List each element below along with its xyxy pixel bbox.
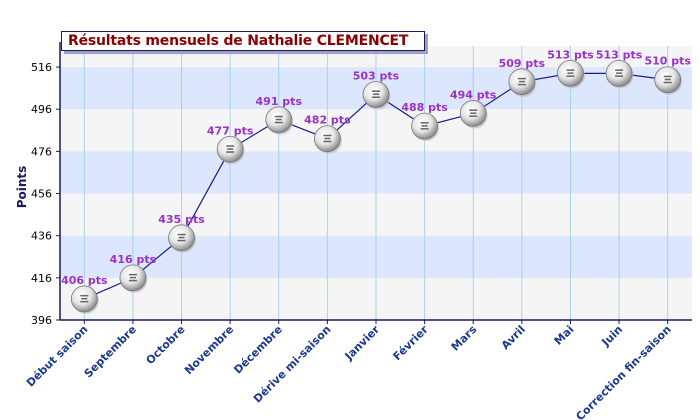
ball-stamp bbox=[469, 115, 478, 117]
ball-stamp bbox=[80, 300, 89, 303]
ping-pong-ball-icon bbox=[362, 81, 391, 110]
ping-pong-ball-icon bbox=[605, 60, 634, 89]
data-label: 435 pts bbox=[158, 213, 205, 226]
ball-stamp bbox=[517, 77, 526, 80]
ball-stamp bbox=[567, 72, 574, 74]
data-label: 509 pts bbox=[499, 57, 546, 70]
data-label: 482 pts bbox=[304, 114, 351, 127]
ball-stamp bbox=[566, 69, 575, 71]
ball-stamp bbox=[469, 109, 478, 111]
ping-pong-ball-icon bbox=[70, 285, 99, 314]
ball-stamp bbox=[470, 112, 477, 114]
x-tick-label: Septembre bbox=[82, 323, 139, 380]
ball-stamp bbox=[373, 93, 379, 95]
ball-stamp bbox=[615, 69, 624, 71]
ball-stamp bbox=[226, 151, 235, 153]
x-tick-label: Juin bbox=[599, 323, 626, 350]
ball-stamp bbox=[616, 72, 623, 74]
data-label: 513 pts bbox=[596, 48, 643, 61]
y-tick-label: 436 bbox=[31, 230, 52, 243]
data-label: 510 pts bbox=[644, 55, 691, 68]
ball-stamp bbox=[420, 128, 429, 130]
data-label: 513 pts bbox=[547, 48, 594, 61]
ping-pong-ball-icon bbox=[654, 66, 683, 95]
ball-stamp bbox=[566, 75, 575, 77]
y-tick-label: 496 bbox=[31, 103, 52, 116]
x-tick-label: Début saison bbox=[24, 323, 91, 390]
ball-stamp bbox=[663, 81, 672, 84]
ping-pong-ball-icon bbox=[168, 224, 197, 253]
data-label: 406 pts bbox=[61, 274, 108, 287]
ping-pong-ball-icon bbox=[411, 112, 440, 142]
y-axis-title: Points bbox=[4, 160, 34, 220]
x-tick-label: Novembre bbox=[182, 323, 236, 377]
ball-stamp bbox=[615, 75, 624, 77]
data-label: 416 pts bbox=[110, 253, 157, 266]
x-tick-label: Mars bbox=[449, 323, 480, 354]
x-tick-label: Correction fin-saison bbox=[573, 323, 673, 420]
ball-stamp bbox=[420, 122, 429, 124]
x-tick-label: Avril bbox=[499, 323, 528, 352]
x-tick-label: Mai bbox=[552, 323, 577, 348]
ping-pong-ball-icon bbox=[265, 106, 294, 135]
ball-stamp bbox=[275, 118, 282, 121]
chart-title: Résultats mensuels de Nathalie CLEMENCET bbox=[68, 33, 409, 49]
ball-stamp bbox=[323, 140, 332, 143]
y-tick-label: 416 bbox=[31, 272, 52, 285]
y-tick-label: 396 bbox=[31, 314, 52, 327]
ball-stamp bbox=[178, 236, 185, 239]
x-tick-label: Décembre bbox=[231, 323, 285, 377]
ball-stamp bbox=[226, 145, 235, 147]
ball-stamp bbox=[274, 115, 283, 118]
ball-stamp bbox=[517, 83, 526, 86]
ball-stamp bbox=[372, 96, 380, 98]
ball-stamp bbox=[372, 90, 380, 92]
ball-stamp bbox=[128, 273, 137, 276]
y-axis-ticks: 396 416 436 456 476 496 516 bbox=[31, 61, 60, 327]
ball-stamp bbox=[227, 148, 234, 150]
x-tick-label: Octobre bbox=[143, 323, 187, 367]
y-tick-label: 456 bbox=[31, 188, 52, 201]
chart-title-box: Résultats mensuels de Nathalie CLEMENCET bbox=[61, 31, 425, 51]
x-tick-label: Janvier bbox=[342, 323, 383, 364]
data-label: 488 pts bbox=[401, 101, 448, 114]
y-tick-label: 476 bbox=[31, 145, 52, 158]
ping-pong-ball-icon bbox=[119, 264, 148, 293]
y-axis-title-text: Points bbox=[15, 165, 29, 209]
data-label: 491 pts bbox=[256, 95, 303, 108]
ball-stamp bbox=[177, 239, 186, 242]
ping-pong-ball-icon bbox=[216, 135, 245, 165]
ping-pong-ball-icon bbox=[459, 100, 488, 129]
ball-stamp bbox=[129, 276, 136, 279]
ball-stamp bbox=[274, 121, 283, 124]
ball-stamp bbox=[81, 297, 88, 300]
series-markers bbox=[70, 60, 683, 314]
ping-pong-ball-icon bbox=[557, 60, 585, 89]
ball-stamp bbox=[323, 134, 332, 137]
ball-stamp bbox=[663, 75, 672, 78]
ping-pong-ball-icon bbox=[508, 68, 537, 97]
ball-stamp bbox=[421, 125, 428, 127]
ball-stamp bbox=[518, 80, 525, 83]
data-label: 494 pts bbox=[450, 88, 497, 101]
ball-stamp bbox=[128, 279, 137, 282]
data-label: 477 pts bbox=[207, 124, 254, 137]
ping-pong-ball-icon bbox=[313, 125, 342, 154]
data-label: 503 pts bbox=[353, 69, 400, 82]
ball-stamp bbox=[177, 233, 186, 236]
y-tick-label: 516 bbox=[31, 61, 52, 74]
ball-stamp bbox=[664, 78, 671, 81]
ball-stamp bbox=[324, 137, 331, 140]
x-tick-label: Février bbox=[391, 323, 432, 364]
ball-stamp bbox=[80, 294, 89, 297]
